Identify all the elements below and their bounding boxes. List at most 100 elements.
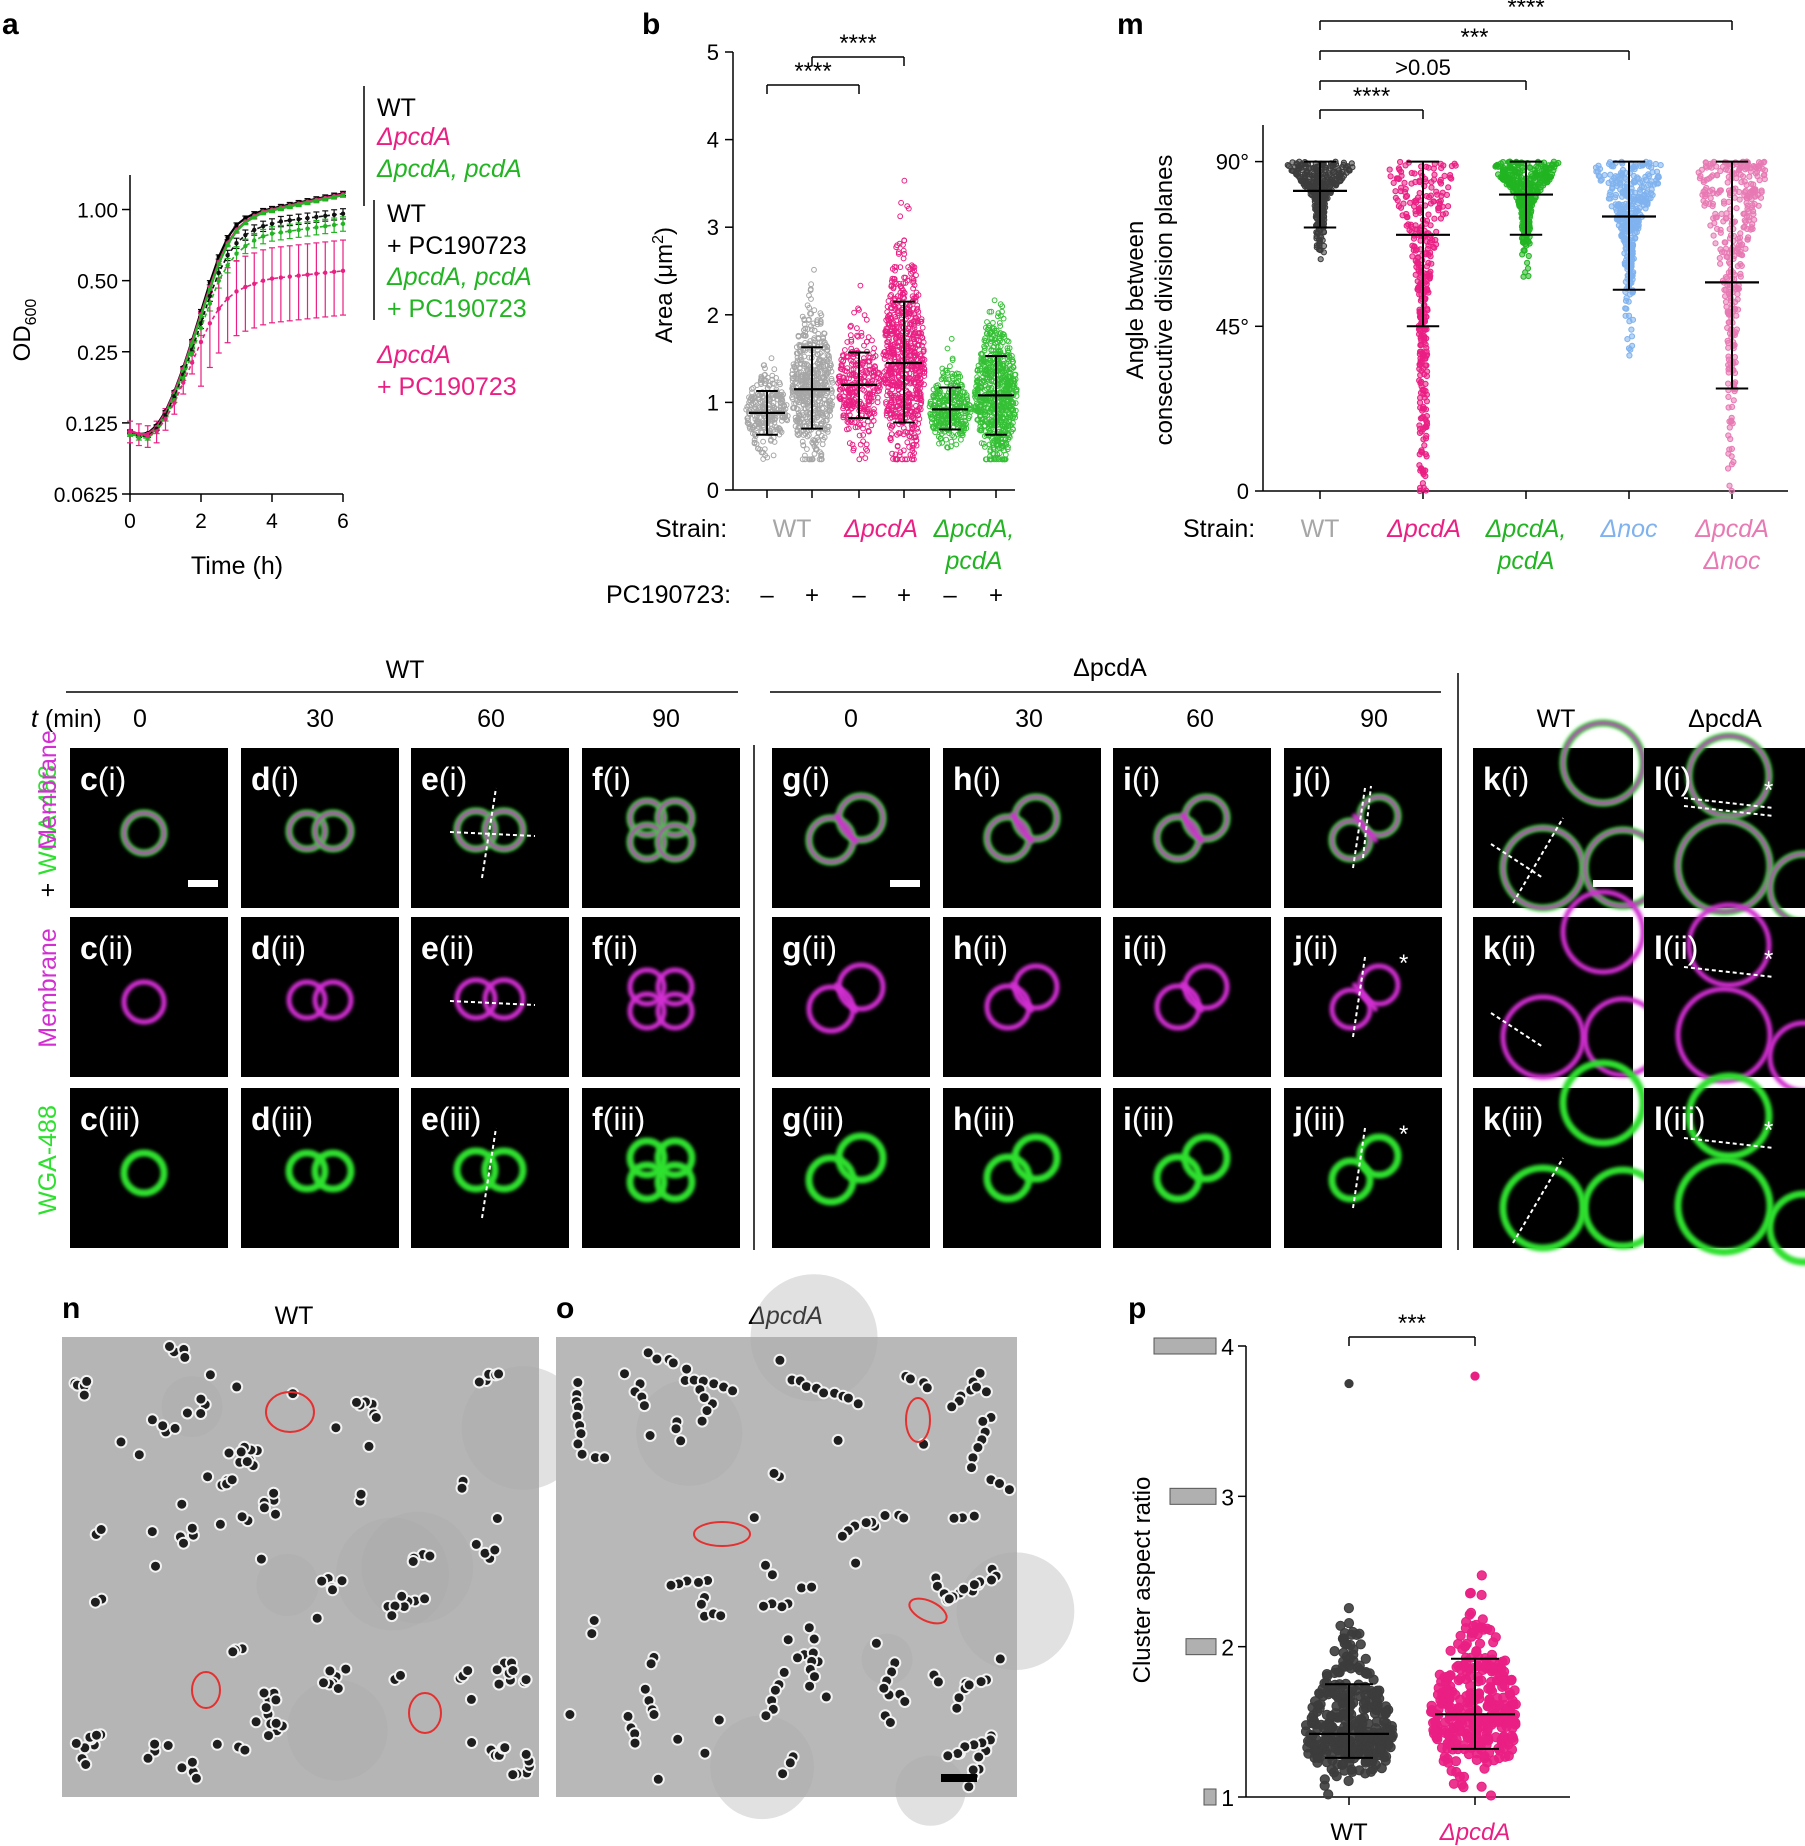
a-series-point [305, 226, 310, 231]
data-point [913, 434, 919, 441]
a-y-tick-label: 0.0625 [54, 484, 118, 507]
data-point [760, 362, 767, 369]
m-data-point [1653, 180, 1660, 187]
a-series-point [260, 234, 266, 239]
data-point [889, 275, 896, 282]
a-x-tick-label: 6 [337, 510, 349, 533]
m-data-point [1405, 221, 1412, 228]
data-point [842, 347, 848, 353]
sig-label: **** [794, 58, 831, 85]
data-point [804, 326, 811, 332]
data-point [860, 432, 867, 438]
sig-label: **** [1507, 0, 1544, 21]
data-point [881, 356, 888, 362]
m-data-point [1441, 172, 1448, 179]
data-point [764, 374, 771, 381]
m-data-point [1617, 209, 1624, 216]
m-data-point [1313, 167, 1320, 174]
m-data-point [1415, 287, 1422, 294]
data-point [825, 399, 832, 405]
data-point [851, 309, 857, 316]
m-data-point [1519, 223, 1526, 230]
m-data-point [1614, 202, 1621, 209]
a-x-tick-label: 2 [195, 510, 207, 533]
data-point [773, 424, 780, 431]
data-point [811, 443, 818, 450]
m-data-point [1527, 164, 1534, 171]
sig-label: *** [1460, 24, 1488, 51]
data-point [815, 429, 822, 436]
panel-b-cell-area: b Area (μm2) 0 1 2 3 4 5 **** **** Strain: WT Δ… [606, 8, 1020, 609]
m-data-point [1628, 257, 1636, 264]
a-series-point [278, 230, 284, 235]
m-data-point [1612, 191, 1620, 198]
data-point [936, 440, 942, 447]
m-data-point [1439, 189, 1446, 196]
data-point [818, 357, 824, 364]
m-data-point [1304, 182, 1311, 189]
a-series-point [234, 222, 239, 228]
data-point [885, 298, 892, 304]
m-data-point [1407, 199, 1414, 206]
m-data-point [1423, 419, 1430, 426]
data-point [800, 442, 807, 449]
m-data-point [1525, 252, 1532, 260]
m-data-point [1728, 487, 1735, 495]
data-point [876, 387, 882, 394]
od-axis-label: OD600 [9, 299, 40, 362]
m-data-point [1422, 473, 1429, 480]
data-point [909, 268, 916, 275]
m-data-point [1428, 179, 1435, 186]
m-data-point [1640, 198, 1647, 205]
data-point [795, 333, 802, 340]
data-point [854, 424, 861, 430]
data-point [883, 401, 890, 407]
data-point [896, 344, 903, 351]
m-data-point [1642, 176, 1650, 183]
m-data-point [1386, 166, 1393, 173]
m-data-point [1321, 180, 1328, 187]
data-point [915, 394, 922, 401]
data-point [837, 395, 843, 402]
data-point [961, 414, 968, 421]
data-point [888, 392, 895, 399]
m-data-point [1625, 298, 1632, 305]
data-point [824, 358, 831, 365]
a-series-point [260, 210, 266, 215]
m-data-point [1416, 377, 1423, 384]
m-data-point [1297, 164, 1305, 171]
data-point [779, 414, 786, 421]
a-series-point [207, 301, 213, 306]
a-series-point [287, 228, 292, 234]
m-data-point [1417, 415, 1425, 422]
m-data-point [1622, 187, 1629, 194]
data-point [900, 425, 907, 431]
a-series-point [189, 351, 195, 356]
m-data-point [1416, 361, 1423, 368]
m-data-point [1652, 160, 1659, 168]
a-series-point [314, 198, 319, 203]
data-point [840, 414, 847, 421]
data-point [918, 316, 925, 323]
a-series-point [207, 286, 213, 292]
a-series-point [305, 200, 310, 205]
panel-m-division-angle: m Angle between consecutive division pla… [1117, 0, 1788, 575]
m-data-point [1349, 164, 1356, 171]
m-data-point [1629, 237, 1636, 244]
pc-sign: + [989, 582, 1003, 609]
m-data-point [1320, 211, 1327, 218]
m-data-point [1526, 212, 1534, 219]
m-y-tick-label: 0 [1237, 479, 1249, 504]
data-point [886, 312, 893, 319]
a-y-tick-label: 0.25 [77, 342, 118, 365]
data-point [911, 282, 918, 289]
m-data-point [1417, 372, 1424, 379]
data-point [889, 414, 895, 421]
m-data-point [1631, 179, 1638, 186]
data-point [874, 394, 881, 401]
data-point [867, 354, 873, 361]
data-point [760, 456, 767, 462]
data-point [898, 199, 904, 206]
data-point [776, 379, 783, 386]
